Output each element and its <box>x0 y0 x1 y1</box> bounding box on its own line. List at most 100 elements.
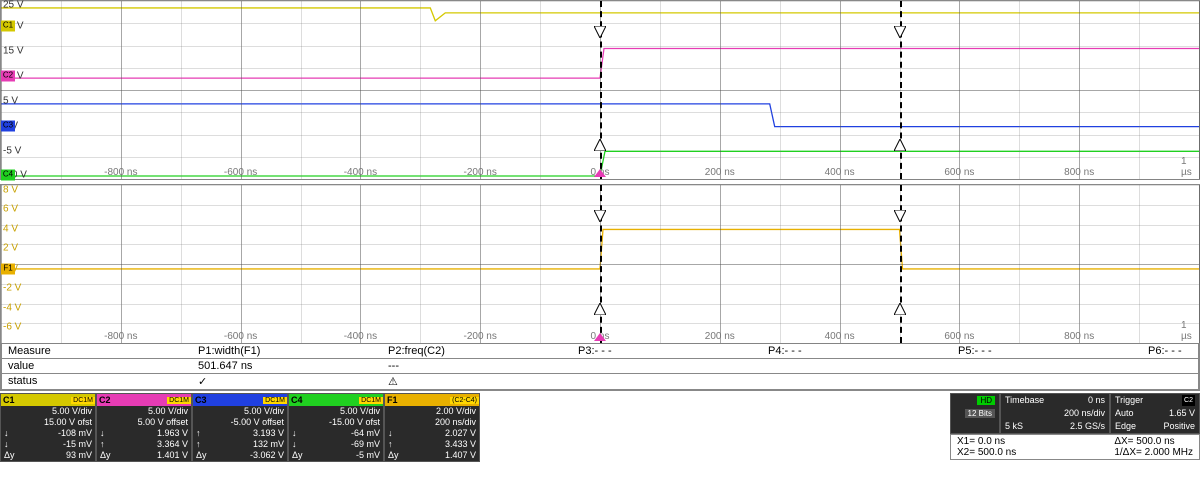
delta-y-label: Δy <box>196 450 207 461</box>
y-axis-label: 6 V <box>3 203 18 214</box>
channel-offset: 5.00 V offset <box>97 417 191 428</box>
measure-header-p4: P4:- - - <box>762 344 952 358</box>
cursor-arrow-down-icon <box>894 210 906 225</box>
cursor-arrow-down-icon <box>894 26 906 41</box>
cursor-arrow-up-icon <box>894 139 906 154</box>
delta-y-label: Δy <box>292 450 303 461</box>
channel-offset: 15.00 V ofst <box>1 417 95 428</box>
channel-marker-c3[interactable]: C3 <box>1 120 15 131</box>
channel-marker-f1[interactable]: F1 <box>1 263 15 274</box>
channel-vdiv: 5.00 V/div <box>193 406 287 417</box>
waveform-top[interactable]: 25 V20 V15 V10 V5 V0 V-5 V-10 V -800 ns-… <box>0 0 1200 180</box>
status-bar: C1DC1M5.00 V/div15.00 V ofst↓-108 mV↓-15… <box>0 393 1200 462</box>
arrow-icon: ↓ <box>100 428 108 439</box>
cursor-readout: X1= 0.0 ns X2= 500.0 ns ΔX= 500.0 ns 1/Δ… <box>950 434 1200 460</box>
hd-block: HD 12 Bits <box>950 393 1000 434</box>
channel-dy: 1.407 V <box>445 450 476 461</box>
measure-status-label: status <box>2 374 192 389</box>
arrow-icon: ↑ <box>196 428 204 439</box>
y-axis-label: 25 V <box>3 0 24 10</box>
cursor-2[interactable] <box>900 185 902 343</box>
channel-min: 132 mV <box>253 439 284 450</box>
channel-max: 3.193 V <box>253 428 284 439</box>
arrow-icon: ↓ <box>4 428 12 439</box>
timebase-block[interactable]: Timebase0 ns 200 ns/div 5 kS2.5 GS/s <box>1000 393 1110 434</box>
trigger-level: 1.65 V <box>1169 408 1195 419</box>
measure-status-p5 <box>952 374 1142 389</box>
x-axis-label: -400 ns <box>344 167 377 178</box>
channel-block-c4[interactable]: C4DC1M5.00 V/div-15.00 V ofst↓-64 mV↓-69… <box>288 393 384 462</box>
channel-block-c2[interactable]: C2DC1M5.00 V/div5.00 V offset↓1.963 V↑3.… <box>96 393 192 462</box>
y-axis-label: -5 V <box>3 145 21 156</box>
channel-block-c1[interactable]: C1DC1M5.00 V/div15.00 V ofst↓-108 mV↓-15… <box>0 393 96 462</box>
channel-coupling: DC1M <box>263 397 287 404</box>
channel-offset: -15.00 V ofst <box>289 417 383 428</box>
arrow-icon: ↑ <box>388 439 396 450</box>
measure-header-p6: P6:- - - <box>1142 344 1200 358</box>
delta-y-label: Δy <box>100 450 111 461</box>
cursor-arrow-down-icon <box>594 210 606 225</box>
channel-max: -64 mV <box>351 428 380 439</box>
cursor-arrow-up-icon <box>594 303 606 318</box>
x-axis-label: 600 ns <box>944 167 974 178</box>
x-axis-label: 400 ns <box>825 167 855 178</box>
measure-header-label: Measure <box>2 344 192 358</box>
cursor-arrow-up-icon <box>594 139 606 154</box>
trigger-marker-icon <box>594 332 606 344</box>
channel-vdiv: 2.00 V/div <box>385 406 479 417</box>
measure-value-p5 <box>952 359 1142 373</box>
channel-dy: 1.401 V <box>157 450 188 461</box>
cursor-1[interactable] <box>600 185 602 343</box>
y-axis-label: 2 V <box>3 243 18 254</box>
y-axis-label: 8 V <box>3 184 18 195</box>
cursor-invdx: 1/ΔX= 2.000 MHz <box>1114 447 1193 458</box>
cursor-x1: X1= 0.0 ns <box>957 436 1016 447</box>
x-axis-label: -200 ns <box>464 167 497 178</box>
cursor-arrow-down-icon <box>594 26 606 41</box>
channel-max: 2.027 V <box>445 428 476 439</box>
y-axis-label: -2 V <box>3 282 21 293</box>
timebase-div: 200 ns/div <box>1001 407 1109 420</box>
measure-value-p2: --- <box>382 359 572 373</box>
hd-badge: HD <box>977 396 995 405</box>
waveform-bottom[interactable]: 8 V6 V4 V2 V0 V-2 V-4 V-6 V -800 ns-600 … <box>0 184 1200 344</box>
y-axis-label: -4 V <box>3 303 21 314</box>
x-axis-label: 1 µs <box>1181 320 1193 342</box>
channel-max: 1.963 V <box>157 428 188 439</box>
x-axis-label: -600 ns <box>224 167 257 178</box>
x-axis-label: -800 ns <box>104 167 137 178</box>
channel-name: F1 <box>385 395 403 405</box>
measure-value-p3 <box>572 359 762 373</box>
trigger-slope: Positive <box>1163 421 1195 432</box>
timebase-rate: 2.5 GS/s <box>1070 421 1105 432</box>
channel-name: C2 <box>97 395 115 405</box>
cursor-x2: X2= 500.0 ns <box>957 447 1016 458</box>
arrow-icon: ↓ <box>292 428 300 439</box>
measure-header-p5: P5:- - - <box>952 344 1142 358</box>
measure-status-p2: ⚠ <box>382 374 572 389</box>
channel-min: 3.433 V <box>445 439 476 450</box>
trigger-edge: Edge <box>1115 421 1136 432</box>
measure-header-p2: P2:freq(C2) <box>382 344 572 358</box>
x-axis-label: -400 ns <box>344 331 377 342</box>
arrow-icon: ↓ <box>292 439 300 450</box>
x-axis-label: -200 ns <box>464 331 497 342</box>
trigger-mode: Auto <box>1115 408 1134 419</box>
measure-header-p1: P1:width(F1) <box>192 344 382 358</box>
x-axis-label: 200 ns <box>705 331 735 342</box>
cursor-dx: ΔX= 500.0 ns <box>1114 436 1193 447</box>
measure-status-p3 <box>572 374 762 389</box>
timebase-label: Timebase <box>1005 395 1044 406</box>
trigger-block[interactable]: TriggerC2 Auto1.65 V EdgePositive <box>1110 393 1200 434</box>
channel-coupling: DC1M <box>167 397 191 404</box>
channel-marker-c1[interactable]: C1 <box>1 20 15 31</box>
channel-block-f1[interactable]: F1(C2-C4)2.00 V/div200 ns/div↓2.027 V↑3.… <box>384 393 480 462</box>
channel-dy: -5 mV <box>356 450 380 461</box>
channel-block-c3[interactable]: C3DC1M5.00 V/div-5.00 V offset↑3.193 V↑1… <box>192 393 288 462</box>
channel-min: -15 mV <box>63 439 92 450</box>
measure-value-label: value <box>2 359 192 373</box>
x-axis-label: -800 ns <box>104 331 137 342</box>
measure-status-p6 <box>1142 374 1200 389</box>
channel-marker-c4[interactable]: C4 <box>1 170 15 181</box>
channel-marker-c2[interactable]: C2 <box>1 70 15 81</box>
